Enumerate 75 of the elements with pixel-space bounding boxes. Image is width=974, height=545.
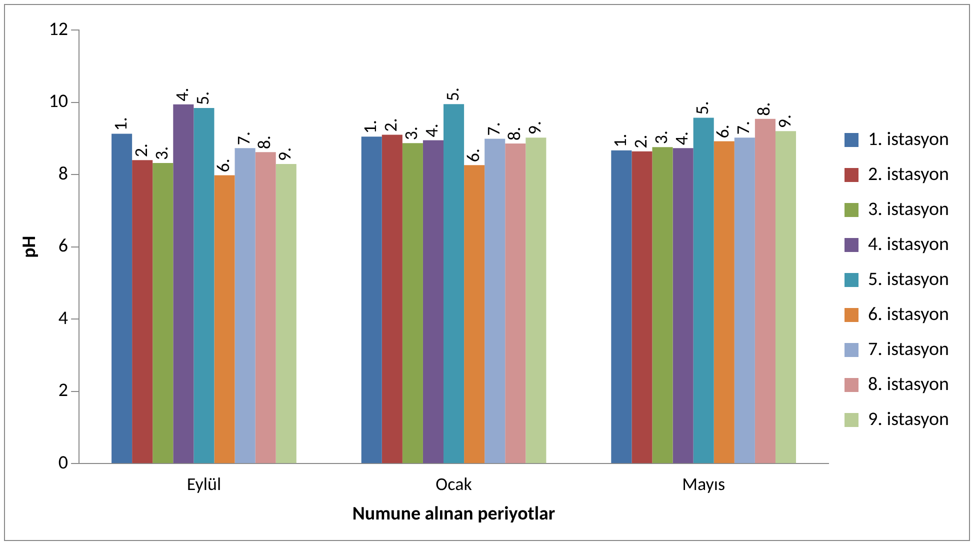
x-tick-label: Mayıs <box>682 472 726 495</box>
x-axis-title: Numune alınan periyotlar <box>352 502 556 526</box>
annotation: 8. <box>752 102 775 116</box>
y-tick-label: 12 <box>48 18 68 41</box>
annotation: 9. <box>274 147 296 162</box>
bar <box>214 175 235 464</box>
legend-label: 6. istasyon <box>868 302 950 326</box>
bar <box>693 118 714 464</box>
x-tick-label: Eylül <box>186 472 222 495</box>
annotation: 5. <box>441 87 464 102</box>
bar <box>714 141 734 464</box>
annotation: 9. <box>773 114 796 128</box>
annotation: 7. <box>482 122 504 136</box>
y-tick-label: 2 <box>58 379 68 402</box>
bar <box>632 151 652 464</box>
bar <box>382 134 402 464</box>
y-tick-label: 8 <box>58 162 68 186</box>
bar <box>361 136 382 464</box>
bar <box>484 138 506 464</box>
legend-label: 7. istasyon <box>868 338 950 361</box>
bar <box>112 134 132 464</box>
annotation: 6. <box>212 158 234 172</box>
bar <box>652 147 673 464</box>
bar <box>276 164 296 464</box>
annotation: 2. <box>130 143 152 158</box>
legend-label: 5. istasyon <box>868 268 950 291</box>
y-tick-label: 6 <box>58 234 68 258</box>
annotation: 3. <box>650 130 672 144</box>
annotation: 8. <box>502 126 525 140</box>
bar <box>464 165 485 464</box>
bar <box>505 143 526 464</box>
annotation: 2. <box>629 134 652 148</box>
annotation: 5. <box>191 91 214 106</box>
bar <box>775 131 796 464</box>
bar <box>526 138 546 464</box>
bar <box>754 118 776 464</box>
legend-label: 1. istasyon <box>868 128 950 151</box>
bar <box>611 150 632 464</box>
bar <box>132 160 153 464</box>
bar <box>173 104 194 464</box>
annotation: 1. <box>109 117 132 131</box>
annotation: 9. <box>523 121 546 135</box>
annotation: 7. <box>732 121 754 135</box>
legend-label: 4. istasyon <box>868 232 950 256</box>
annotation: 1. <box>359 120 382 134</box>
annotation: 4. <box>420 124 443 138</box>
annotation: 6. <box>462 148 484 162</box>
bar <box>255 152 276 464</box>
annotation: 8. <box>253 135 276 150</box>
legend-label: 2. istasyon <box>868 162 950 186</box>
bar <box>234 148 256 464</box>
legend-label: 3. istasyon <box>868 198 950 221</box>
bar <box>194 108 214 464</box>
y-axis-title: pH <box>18 236 42 258</box>
annotation: 1. <box>608 134 631 148</box>
bar <box>444 104 464 464</box>
annotation: 5. <box>691 101 714 115</box>
annotation: 3. <box>150 146 172 160</box>
x-tick-label: Ocak <box>436 472 472 495</box>
annotation: 3. <box>400 126 422 140</box>
y-tick-label: 10 <box>48 90 68 114</box>
bar <box>152 162 174 464</box>
y-tick-label: 4 <box>58 306 68 330</box>
annotation: 7. <box>232 131 255 146</box>
annotation: 4. <box>170 88 193 102</box>
annotation: 4. <box>670 131 693 146</box>
legend-label: 8. istasyon <box>868 372 950 396</box>
annotation: 6. <box>712 124 734 138</box>
bar <box>402 143 423 464</box>
y-tick-label: 0 <box>58 451 68 474</box>
bar <box>734 138 755 464</box>
bar <box>422 140 444 464</box>
annotation: 2. <box>380 118 402 132</box>
legend-label: 9. istasyon <box>868 408 950 431</box>
bar <box>672 148 694 464</box>
